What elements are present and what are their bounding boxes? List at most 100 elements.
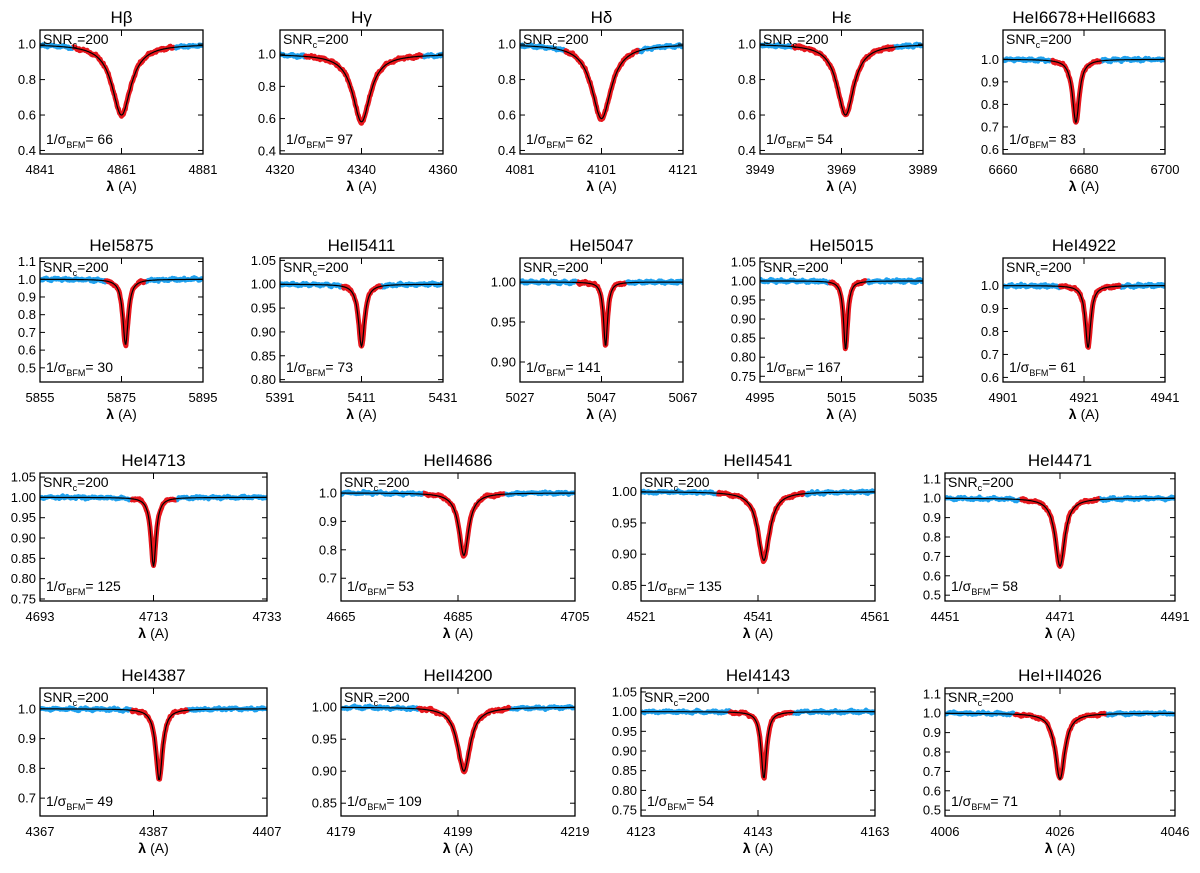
- snr-annotation: SNRc=200: [523, 259, 589, 278]
- y-tick-label: 1.00: [612, 484, 637, 499]
- y-tick-label: 1.00: [11, 490, 36, 505]
- snr-annotation: SNRc=200: [948, 689, 1014, 708]
- y-tick-label: 0.85: [251, 348, 276, 363]
- fit-region-line: [563, 47, 640, 122]
- sigma-bfm-annotation: 1/σBFM= 135: [647, 578, 722, 597]
- y-tick-label: 0.9: [319, 514, 337, 529]
- spectrum-panel: 0.7 0.8 0.9 1.0 4367 4387 4407 HeI4387 λ (A) SNRc=…: [18, 666, 282, 856]
- snr-annotation: SNRc=200: [283, 259, 349, 278]
- x-axis-label: λ (A): [743, 840, 773, 856]
- fit-region-line: [1018, 495, 1102, 569]
- spectrum-panel: 0.80 0.85 0.90 0.95 1.00 1.05 5391 5411 5431 HeII…: [251, 236, 458, 422]
- snr-annotation: SNRc=200: [43, 31, 109, 50]
- y-tick-label: 0.90: [491, 355, 516, 370]
- x-axis-label: λ (A): [586, 178, 616, 194]
- y-tick-label: 1.0: [738, 37, 756, 52]
- x-tick-label: 5855: [26, 390, 55, 405]
- y-tick-label: 0.7: [923, 549, 941, 564]
- x-axis-label: λ (A): [826, 178, 856, 194]
- y-tick-label: 1.0: [923, 706, 941, 721]
- y-tick-label: 0.85: [11, 551, 36, 566]
- y-tick-label: 0.90: [612, 547, 637, 562]
- x-axis-label: λ (A): [1069, 406, 1099, 422]
- model-profile-line: [945, 497, 1175, 568]
- fit-region-line: [575, 278, 628, 348]
- y-tick-label: 0.5: [18, 360, 36, 375]
- sigma-bfm-annotation: 1/σBFM= 53: [347, 578, 414, 597]
- x-tick-label: 5875: [107, 390, 136, 405]
- x-tick-label: 4006: [931, 824, 960, 839]
- x-axis-label: λ (A): [743, 625, 773, 641]
- y-tick-label: 1.1: [923, 471, 941, 486]
- snr-annotation: SNRc=200: [523, 31, 589, 50]
- y-tick-label: 0.6: [18, 343, 36, 358]
- y-tick-label: 1.0: [18, 701, 36, 716]
- spectrum-panel: 0.4 0.6 0.8 1.0 4081 4101 4121 Hδ λ (A) SNRc=200 1/…: [498, 8, 698, 194]
- model-profile-line: [341, 492, 575, 556]
- fit-region-line: [1049, 57, 1103, 125]
- snr-annotation: SNRc=200: [43, 689, 109, 708]
- x-axis-label: λ (A): [346, 178, 376, 194]
- x-tick-label: 6700: [1151, 162, 1180, 177]
- x-axis-label: λ (A): [443, 625, 473, 641]
- spectrum-panel: 0.6 0.7 0.8 0.9 1.0 4901 4921 4941 HeI4922 λ (A) SN…: [981, 236, 1180, 422]
- y-tick-label: 0.75: [731, 369, 756, 384]
- x-axis-label: λ (A): [826, 406, 856, 422]
- y-tick-label: 0.90: [11, 531, 36, 546]
- x-axis-label: λ (A): [586, 406, 616, 422]
- fit-region-line: [129, 496, 178, 568]
- y-tick-label: 1.0: [319, 485, 337, 500]
- fit-region-line: [727, 709, 795, 781]
- snr-annotation: SNRc=200: [644, 474, 710, 493]
- y-tick-label: 1.0: [981, 278, 999, 293]
- y-tick-label: 0.9: [981, 301, 999, 316]
- y-tick-label: 1.05: [612, 684, 637, 699]
- model-profile-line: [760, 280, 923, 350]
- panel-title: HeII4200: [424, 666, 493, 685]
- x-tick-label: 4733: [253, 609, 282, 624]
- x-tick-label: 4541: [744, 609, 773, 624]
- x-tick-label: 4901: [989, 390, 1018, 405]
- x-tick-label: 4451: [931, 609, 960, 624]
- fit-region-line: [415, 704, 512, 775]
- model-profile-line: [280, 54, 443, 123]
- y-tick-label: 1.00: [731, 273, 756, 288]
- sigma-bfm-annotation: 1/σBFM= 83: [1009, 131, 1076, 150]
- y-tick-label: 0.8: [498, 72, 516, 87]
- y-tick-label: 0.80: [731, 350, 756, 365]
- y-tick-label: 1.0: [923, 491, 941, 506]
- model-profile-line: [40, 44, 203, 116]
- x-tick-label: 3989: [909, 162, 938, 177]
- x-tick-label: 4995: [746, 390, 775, 405]
- model-profile-line: [40, 278, 203, 345]
- sigma-bfm-annotation: 1/σBFM= 54: [766, 131, 833, 150]
- x-axis-label: λ (A): [346, 406, 376, 422]
- model-profile-line: [760, 44, 923, 116]
- spectrum-panel: 0.75 0.80 0.85 0.90 0.95 1.00 1.05 4123 4143 4163…: [612, 666, 890, 856]
- x-tick-label: 4521: [627, 609, 656, 624]
- x-tick-label: 6680: [1070, 162, 1099, 177]
- model-profile-line: [1003, 285, 1165, 348]
- sigma-bfm-annotation: 1/σBFM= 109: [347, 793, 422, 812]
- x-tick-label: 4941: [1151, 390, 1180, 405]
- y-tick-label: 0.7: [18, 791, 36, 806]
- y-tick-label: 0.90: [612, 744, 637, 759]
- fit-region-line: [302, 52, 425, 126]
- panel-title: HeI4143: [726, 666, 790, 685]
- y-tick-label: 0.6: [923, 568, 941, 583]
- y-tick-label: 1.0: [18, 37, 36, 52]
- y-tick-label: 0.9: [18, 731, 36, 746]
- y-tick-label: 1.00: [612, 704, 637, 719]
- x-tick-label: 5895: [189, 390, 218, 405]
- y-tick-label: 0.95: [11, 510, 36, 525]
- fit-region-line: [790, 43, 896, 118]
- y-tick-label: 0.8: [18, 72, 36, 87]
- y-tick-label: 0.7: [319, 571, 337, 586]
- x-tick-label: 5035: [909, 390, 938, 405]
- sigma-bfm-annotation: 1/σBFM= 61: [1009, 359, 1076, 378]
- spectrum-panel: 0.7 0.8 0.9 1.0 4665 4685 4705 HeII4686 λ (A) SNRc…: [319, 451, 590, 641]
- y-tick-label: 0.6: [923, 783, 941, 798]
- x-tick-label: 3969: [827, 162, 856, 177]
- y-tick-label: 0.8: [258, 79, 276, 94]
- panel-title: HeII4541: [724, 451, 793, 470]
